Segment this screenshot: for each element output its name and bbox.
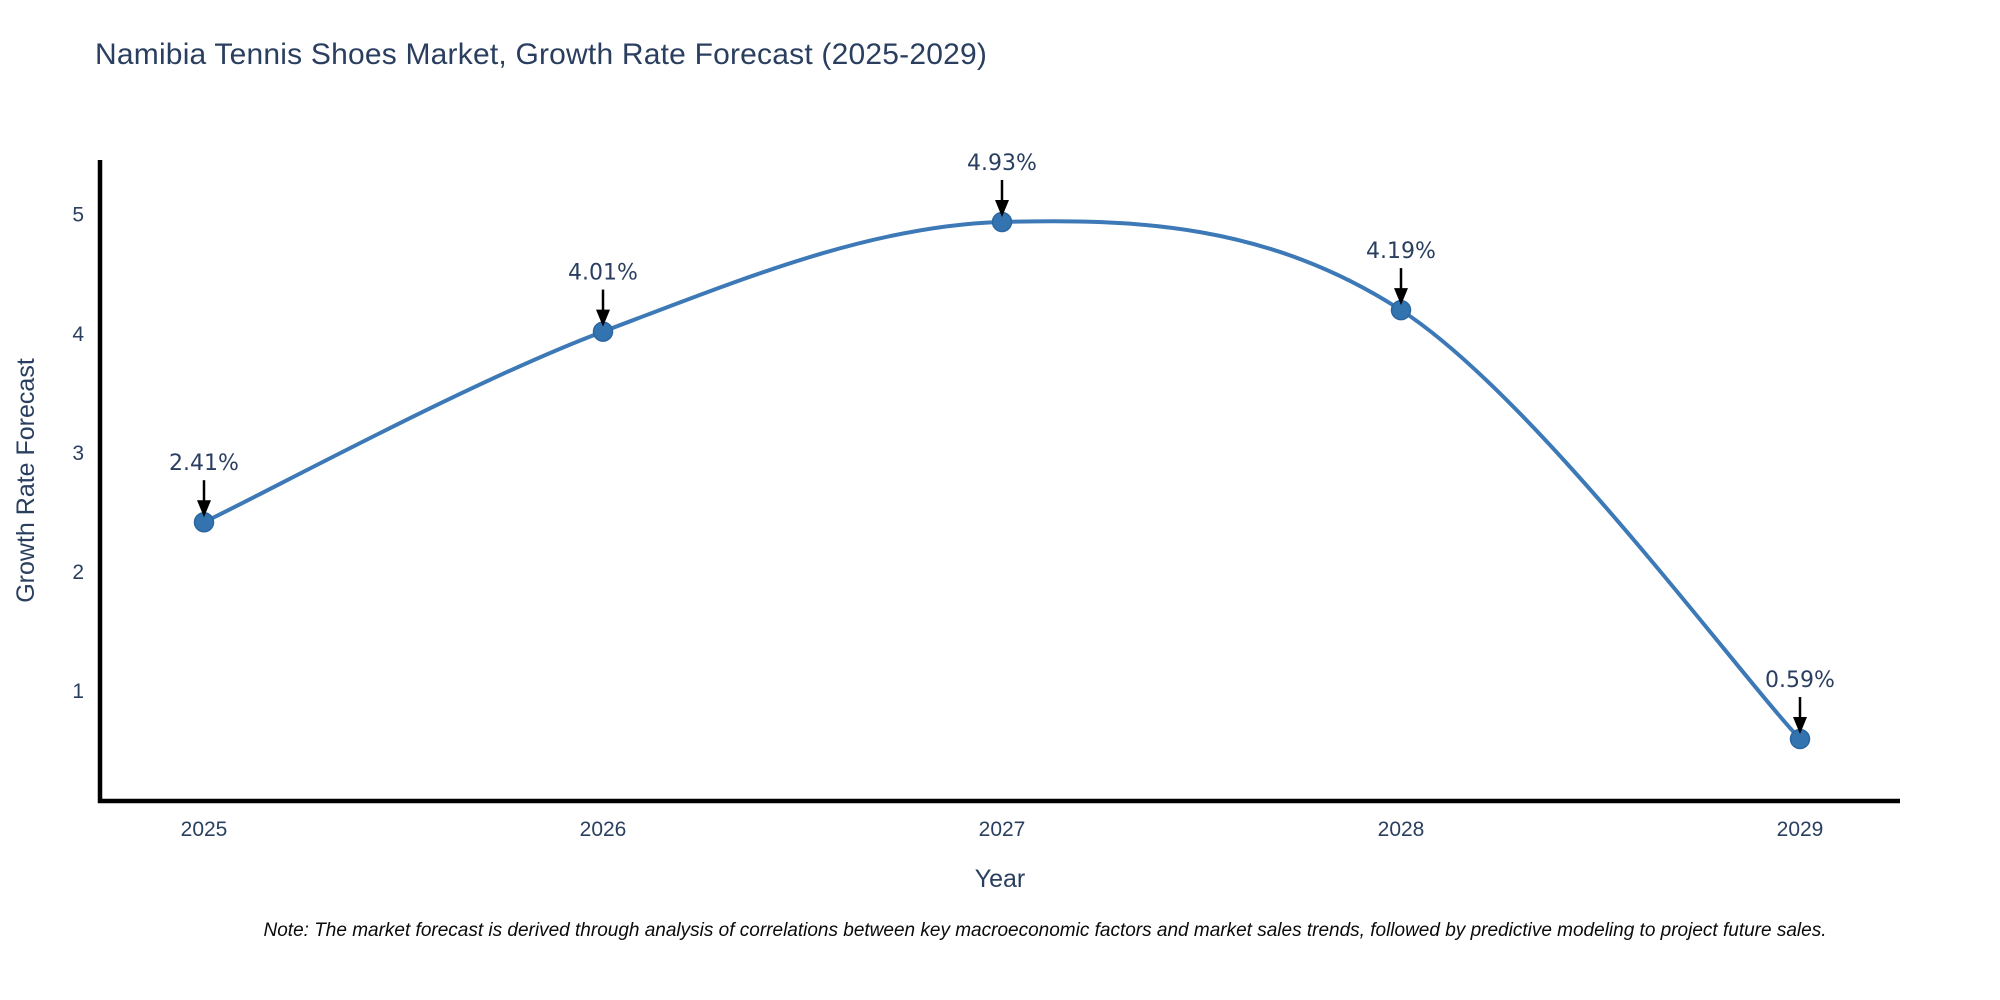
point-label: 0.59% — [1765, 668, 1835, 693]
x-tick-label: 2028 — [1378, 818, 1425, 841]
x-axis-title: Year — [975, 865, 1026, 893]
annotation-arrowhead-icon — [197, 500, 211, 518]
y-tick-label: 2 — [72, 561, 84, 584]
trend-line — [202, 219, 1802, 742]
x-tick-label: 2025 — [181, 818, 228, 841]
y-tick-label: 3 — [72, 442, 84, 465]
axis-line — [97, 160, 1900, 804]
y-tick-label: 4 — [72, 323, 84, 346]
y-axis-title: Growth Rate Forecast — [12, 358, 40, 603]
x-tick-label: 2027 — [979, 818, 1026, 841]
point-label: 4.01% — [568, 261, 638, 286]
annotation-arrowhead-icon — [1793, 717, 1807, 735]
point-label: 4.93% — [967, 151, 1037, 176]
point-label: 2.41% — [169, 451, 239, 476]
annotation-arrowhead-icon — [995, 199, 1009, 217]
annotation-arrowhead-icon — [596, 309, 610, 327]
annotation-arrowhead-icon — [1394, 288, 1408, 306]
y-tick-label: 5 — [72, 204, 84, 227]
chart-note: Note: The market forecast is derived thr… — [263, 920, 1827, 941]
y-tick-label: 1 — [72, 680, 84, 703]
point-label: 4.19% — [1366, 239, 1436, 264]
chart-title: Namibia Tennis Shoes Market, Growth Rate… — [95, 38, 988, 71]
x-tick-label: 2026 — [580, 818, 627, 841]
x-tick-label: 2029 — [1777, 818, 1824, 841]
